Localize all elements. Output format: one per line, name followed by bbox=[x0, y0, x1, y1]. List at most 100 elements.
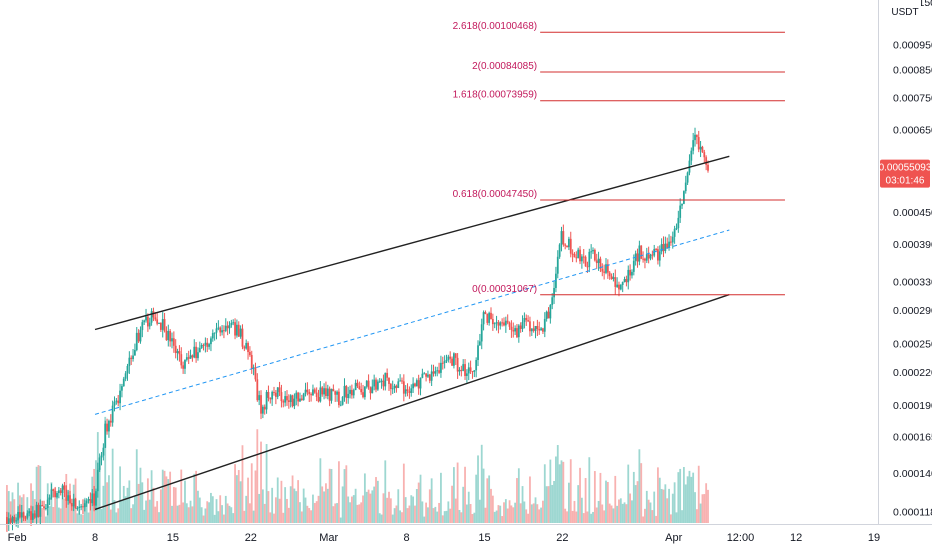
volume-bar bbox=[657, 467, 659, 523]
candle-body bbox=[573, 254, 576, 258]
candle-body bbox=[460, 369, 463, 371]
candle-body bbox=[241, 328, 244, 347]
volume-bar bbox=[30, 483, 32, 523]
volume-bar bbox=[89, 499, 92, 523]
volume-bar bbox=[87, 512, 90, 523]
volume-bar bbox=[228, 505, 231, 523]
candle-body bbox=[167, 330, 170, 341]
candle-body bbox=[642, 258, 644, 260]
candle-body bbox=[428, 374, 431, 381]
candle-body bbox=[148, 322, 151, 327]
candle-body bbox=[376, 381, 379, 390]
candle-body bbox=[454, 353, 457, 358]
candle-body bbox=[556, 256, 559, 274]
channel-mid-line[interactable] bbox=[94, 229, 730, 415]
candle-body bbox=[85, 500, 88, 504]
candle-body bbox=[625, 279, 628, 283]
channel-lower-line[interactable] bbox=[94, 293, 730, 511]
candle-body bbox=[655, 248, 657, 250]
candle-body bbox=[289, 395, 292, 403]
candle-body bbox=[657, 249, 659, 261]
candle-body bbox=[610, 276, 613, 280]
time-tick-label: 22 bbox=[556, 532, 568, 544]
candle-body bbox=[504, 320, 507, 326]
volume-bar bbox=[677, 472, 680, 523]
candle-body bbox=[260, 395, 262, 414]
channel-upper-line[interactable] bbox=[94, 155, 730, 331]
candle-body bbox=[206, 342, 209, 347]
candle-body bbox=[213, 332, 216, 334]
candle-body bbox=[69, 495, 71, 504]
volume-bar bbox=[579, 467, 581, 523]
candle-body bbox=[6, 517, 8, 525]
candle-body bbox=[185, 357, 188, 360]
candle-body bbox=[421, 373, 424, 378]
candle-body bbox=[462, 364, 465, 371]
candle-body bbox=[621, 281, 624, 285]
candle-body bbox=[341, 396, 344, 405]
volume-bar bbox=[592, 511, 594, 523]
volume-bar bbox=[382, 493, 385, 523]
candle-body bbox=[178, 351, 181, 355]
volume-bar bbox=[300, 511, 303, 523]
candle-body bbox=[189, 355, 192, 359]
time-tick-label: 8 bbox=[404, 532, 410, 544]
candle-body bbox=[165, 330, 168, 341]
candle-body bbox=[158, 322, 160, 324]
candle-body bbox=[391, 388, 394, 390]
price-tick-label: 0.00095000 bbox=[893, 40, 932, 52]
candle-body bbox=[339, 404, 342, 406]
volume-bar bbox=[282, 512, 285, 523]
volume-bar bbox=[421, 501, 424, 523]
candle-body bbox=[506, 320, 509, 323]
price-tick-label: 0.00025000 bbox=[893, 338, 932, 350]
volume-bar bbox=[250, 463, 253, 523]
price-tick-label: 0.00045000 bbox=[893, 207, 932, 219]
volume-bar bbox=[603, 510, 606, 523]
volume-bar bbox=[488, 475, 491, 523]
volume-bar bbox=[265, 444, 268, 523]
candle-body bbox=[599, 258, 602, 269]
volume-bar bbox=[529, 476, 531, 523]
volume-bar bbox=[139, 467, 142, 523]
candle-body bbox=[631, 271, 633, 276]
time-axis[interactable]: Feb 8 15 22 Mar 8 15 22 Apr 12:00 12 19 bbox=[8, 532, 880, 544]
price-tick-label: 0.00011800 bbox=[893, 506, 932, 518]
volume-bar bbox=[391, 514, 394, 523]
candle-body bbox=[686, 172, 689, 183]
volume-bar bbox=[697, 465, 700, 523]
candle-body bbox=[388, 377, 390, 384]
volume-bar bbox=[419, 474, 422, 523]
volume-bar bbox=[198, 497, 201, 523]
volume-bar bbox=[221, 505, 223, 523]
candle-body bbox=[63, 485, 66, 490]
volume-bar bbox=[7, 491, 10, 523]
volume-bar bbox=[686, 476, 689, 523]
candle-body bbox=[670, 241, 672, 243]
price-axis[interactable]: 0.00011800 0.00014000 0.00016500 0.00019000… bbox=[893, 0, 932, 518]
volume-bar bbox=[503, 502, 505, 523]
candle-body bbox=[11, 516, 14, 523]
volume-bar bbox=[267, 491, 270, 523]
fib-extension[interactable]: 2.618(0.00100468) 2(0.00084085) 1.618(0.00… bbox=[453, 21, 785, 296]
volume-bar bbox=[289, 486, 292, 523]
parallel-channel[interactable] bbox=[94, 155, 730, 511]
fib-level-label: 2.618(0.00100468) bbox=[453, 21, 538, 32]
candle-body bbox=[362, 392, 364, 398]
candle-body bbox=[161, 319, 164, 330]
candle-body bbox=[325, 388, 327, 397]
volume-bar bbox=[273, 513, 275, 523]
volume-bar bbox=[662, 489, 665, 523]
candle-body bbox=[401, 380, 403, 382]
time-tick-label: 22 bbox=[245, 532, 257, 544]
volume-bar bbox=[616, 505, 619, 523]
volume-bar bbox=[679, 468, 682, 523]
volume-bar bbox=[161, 469, 164, 523]
volume-bar bbox=[278, 498, 281, 523]
volume-bar bbox=[705, 483, 708, 523]
candle-body bbox=[211, 333, 214, 339]
volume-bar bbox=[673, 482, 676, 523]
candle-body bbox=[427, 374, 429, 377]
candle-body bbox=[300, 398, 303, 401]
